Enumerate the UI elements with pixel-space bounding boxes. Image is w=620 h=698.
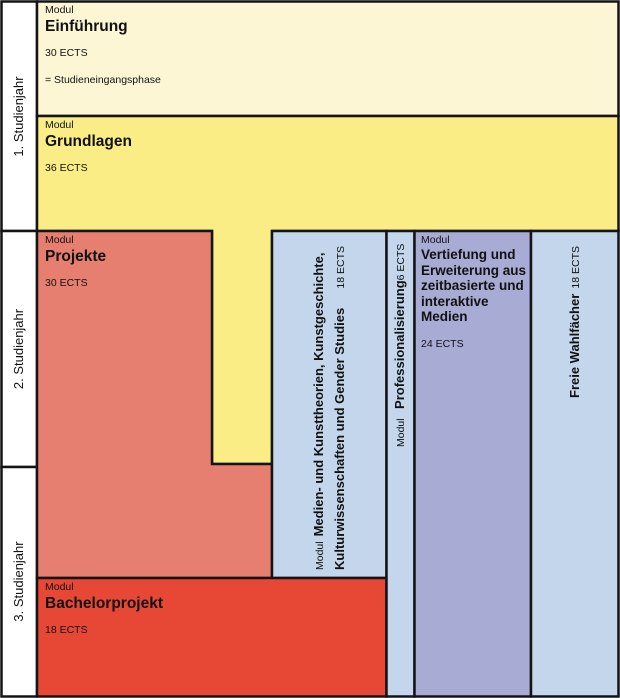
module-title: Einführung — [45, 18, 128, 35]
module-vertiefung-label: Modul Vertiefung und Erweiterung aus zei… — [421, 234, 527, 351]
module-title-line2: Kulturwissenschaften und Gender Studies — [332, 307, 347, 570]
module-einfuehrung-shape — [35, 0, 620, 118]
module-bachelorprojekt-label: Modul Bachelorprojekt 18 ECTS — [45, 581, 163, 637]
module-einfuehrung-label: Modul Einführung 30 ECTS = Studieneingan… — [45, 4, 161, 87]
module-kicker: Modul — [395, 418, 407, 447]
module-medien-shape — [270, 229, 388, 580]
module-medien-label: Modul Medien- und Kunsttheorien, Kunstge… — [309, 238, 351, 570]
module-ects: 6 ECTS — [395, 243, 407, 281]
sidebar-year2-label: 2. Studienjahr — [11, 308, 26, 390]
module-wahlfaecher-shape — [529, 229, 620, 698]
module-wahlfaecher-label: Freie Wahlfächer 18 ECTS — [565, 238, 586, 398]
module-title: Freie Wahlfächer — [567, 293, 582, 398]
module-kicker: Modul — [45, 119, 74, 131]
module-projekte-label: Modul Projekte 30 ECTS — [45, 234, 106, 290]
sidebar-year3-cell — [0, 465, 39, 698]
module-ects: 18 ECTS — [570, 246, 582, 289]
module-title: Grundlagen — [45, 133, 132, 150]
module-ects: 18 ECTS — [335, 246, 347, 289]
module-ects: 24 ECTS — [421, 337, 464, 350]
module-title: Bachelorprojekt — [45, 595, 164, 612]
module-ects: 36 ECTS — [45, 162, 88, 174]
module-ects: 30 ECTS — [45, 277, 88, 289]
module-kicker: Modul — [45, 581, 74, 593]
module-title: Vertiefung und Erweiterung aus zeitbasie… — [421, 247, 527, 324]
module-kicker: Modul — [314, 541, 326, 570]
module-title: Professionalisierung — [392, 280, 407, 409]
sidebar-year3-label: 3. Studienjahr — [11, 541, 26, 622]
module-title-line1: Medien- und Kunsttheorien, Kunstgeschich… — [311, 252, 326, 537]
module-ects: 30 ECTS — [45, 47, 88, 59]
module-kicker: Modul — [45, 4, 74, 16]
module-kicker: Modul — [45, 234, 74, 246]
module-kicker: Modul — [421, 234, 450, 246]
module-title: Projekte — [45, 248, 107, 265]
module-bachelorprojekt-shape — [35, 576, 388, 698]
module-grundlagen-label: Modul Grundlagen 36 ECTS — [45, 119, 132, 175]
module-note: = Studieneingangsphase — [45, 74, 161, 86]
module-ects: 18 ECTS — [45, 624, 88, 636]
sidebar-year1-label: 1. Studienjahr — [11, 76, 26, 157]
module-professionalisierung-label: Modul Professionalisierung 6 ECTS — [390, 238, 411, 447]
